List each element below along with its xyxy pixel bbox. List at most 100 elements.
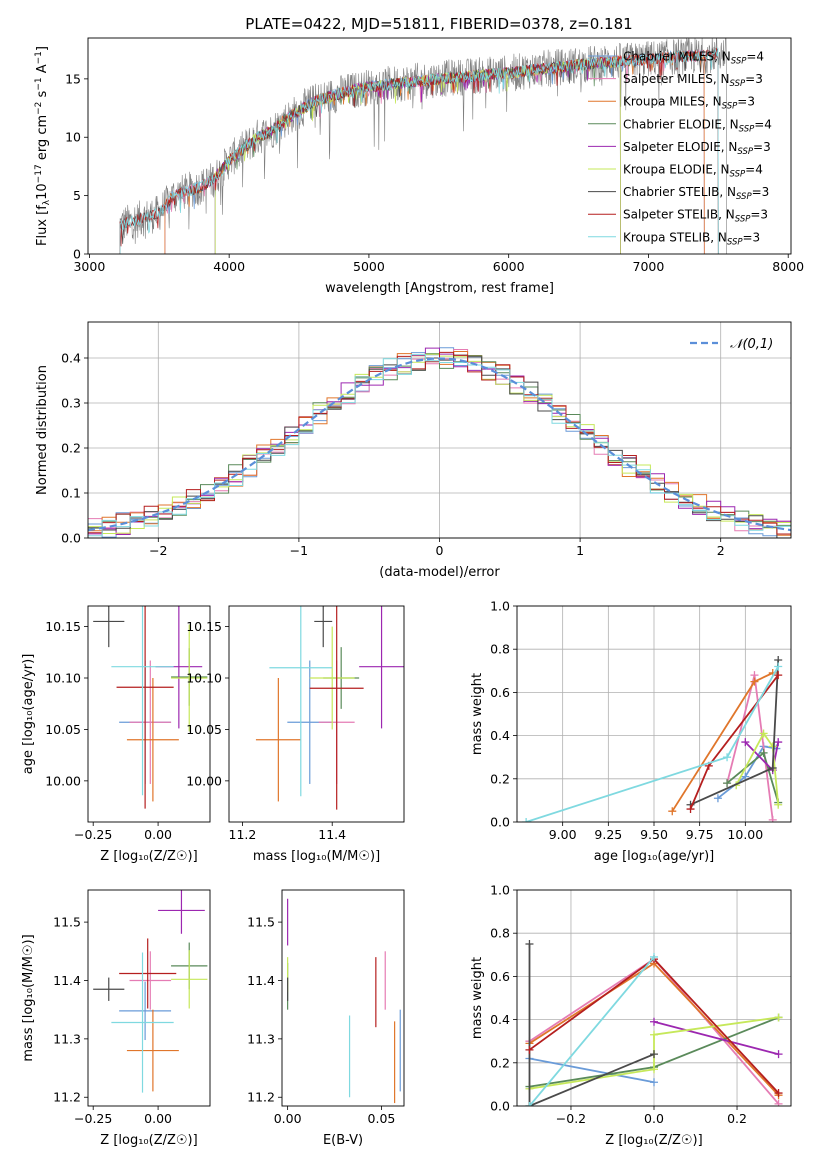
- panel-mass-vs-EBV: 0.00 0.05 11.2 11.3 11.4 11.5 E(B-V): [247, 889, 405, 1148]
- legend-entry: Kroupa STELIB, NSSP=3: [623, 230, 760, 247]
- y-tick-label: 0.8: [490, 926, 510, 941]
- panel-age-vs-Z: −0.25 0.00 10.00 10.05 10.10 10.15 Z [log₁₀(Z/…: [21, 605, 211, 864]
- x-tick-label: 4000: [213, 259, 245, 274]
- weight-marker: [686, 805, 695, 814]
- plot-area: [93, 890, 208, 1093]
- weight-marker: [774, 662, 783, 671]
- weight-marker: [774, 1089, 783, 1098]
- y-tick-label: 0.0: [490, 815, 510, 830]
- weight-marker: [768, 815, 777, 822]
- y-tick-label: 0.6: [490, 969, 510, 984]
- legend-entry: Kroupa MILES, NSSP=3: [623, 95, 755, 112]
- weight-marker: [650, 1017, 658, 1026]
- weight-line: [529, 1057, 655, 1084]
- y-axis-label: mass [log₁₀(M/M☉)]: [21, 934, 36, 1061]
- panel-spectrum: 3000 4000 5000 6000 7000 8000 0 5 10 15 wavelength…: [34, 37, 804, 296]
- legend: Chabrier MILES, NSSP=4 Salpeter MILES, NS…: [588, 50, 772, 247]
- weight-marker: [774, 1013, 783, 1022]
- axes: 9.00 9.25 9.50 9.75 10.00 0.0 0.2 0.4 0.6 0.8 1.0 a…: [470, 599, 792, 864]
- axes: −0.25 0.00 11.2 11.3 11.4 11.5 Z [log₁₀(Z/Z☉)]…: [21, 889, 211, 1148]
- x-tick-label: −0.25: [74, 1111, 112, 1126]
- errorbar-point: [158, 890, 205, 934]
- weight-marker: [525, 1045, 534, 1054]
- panel-weight-vs-Z: −0.2 0.0 0.2 0.0 0.2 0.4 0.6 0.8 1.0 Z [log₁₀(Z/Z…: [470, 883, 792, 1148]
- weight-marker: [668, 807, 677, 816]
- errorbar-point: [359, 606, 404, 729]
- data-spectrum: [119, 38, 727, 254]
- y-tick-label: 11.2: [247, 1090, 275, 1105]
- x-axis-label: mass [log₁₀(M/M☉)]: [253, 849, 380, 864]
- y-tick-label: 1.0: [490, 883, 510, 898]
- axes: −2 −1 0 1 2 0.0 0.1 0.2 0.3 0.4 (data-model)/error…: [35, 321, 792, 580]
- y-tick-label: 10.00: [45, 773, 81, 788]
- x-tick-label: 0: [436, 543, 444, 558]
- y-tick-label: 11.5: [247, 915, 275, 930]
- x-axis-label: wavelength [Angstrom, rest frame]: [325, 281, 554, 296]
- y-tick-label: 10.10: [186, 671, 222, 686]
- weight-marker: [650, 952, 658, 961]
- x-axis-label: E(B-V): [323, 1133, 363, 1148]
- panel-residuals: −2 −1 0 1 2 0.0 0.1 0.2 0.3 0.4 (data-model)/error…: [35, 321, 792, 580]
- errorbar-point: [111, 952, 174, 1093]
- errorbar-point: [126, 678, 179, 802]
- weight-marker: [650, 1030, 658, 1039]
- y-tick-label: 10: [65, 130, 81, 145]
- y-tick-label: 0.2: [490, 771, 510, 786]
- errorbar-point: [129, 951, 172, 1010]
- weight-line: [735, 731, 780, 805]
- x-axis-label: (data-model)/error: [379, 565, 500, 580]
- panel-age-vs-mass: 11.2 11.4 10.00 10.05 10.10 10.15 mass [log₁₀(…: [186, 605, 405, 864]
- errorbar-point: [129, 660, 172, 784]
- normal-curve: [88, 357, 791, 532]
- plot-area: [287, 898, 401, 1104]
- weight-marker: [525, 940, 534, 948]
- y-axis-label: Flux [fλ10−17 erg cm−2 s−1 A−1]: [34, 46, 52, 246]
- weight-line: [653, 1020, 779, 1056]
- y-tick-label: 11.4: [53, 973, 81, 988]
- y-tick-label: 11.3: [53, 1031, 81, 1046]
- weight-marker: [522, 818, 531, 822]
- legend: 𝒩(0,1): [690, 337, 773, 352]
- y-tick-label: 0.6: [490, 685, 510, 700]
- errorbar-point: [126, 1009, 179, 1092]
- y-tick-label: 11.5: [53, 915, 81, 930]
- weight-marker: [723, 753, 732, 762]
- x-tick-label: 0.00: [274, 1111, 302, 1126]
- weight-line: [528, 944, 655, 1106]
- legend-entry: Salpeter ELODIE, NSSP=3: [623, 140, 771, 157]
- subplots: 3000 4000 5000 6000 7000 8000051015wavelength…: [21, 37, 804, 1148]
- x-tick-label: 6000: [493, 259, 525, 274]
- plot-area: [88, 347, 791, 538]
- x-tick-label: 10.00: [727, 827, 763, 842]
- legend-entry: Chabrier MILES, NSSP=4: [623, 50, 764, 67]
- y-axis-label: Normed distribution: [35, 365, 50, 495]
- x-tick-label: −1: [290, 543, 308, 558]
- weight-marker: [650, 1078, 658, 1087]
- weight-marker: [774, 800, 783, 809]
- errorbar-point: [111, 606, 174, 796]
- axes-frame: [516, 605, 792, 823]
- axes: 3000 4000 5000 6000 7000 8000 0 5 10 15 wavelength…: [65, 37, 804, 296]
- legend-entry: Chabrier STELIB, NSSP=3: [623, 185, 769, 202]
- y-tick-label: 11.3: [247, 1031, 275, 1046]
- y-tick-label: 0.0: [61, 531, 81, 546]
- axes-frame: [87, 605, 211, 823]
- y-tick-label: 0: [73, 247, 81, 262]
- weight-marker: [768, 764, 777, 772]
- weight-marker: [774, 738, 783, 747]
- x-tick-label: 11.2: [229, 827, 257, 842]
- x-tick-label: 7000: [633, 259, 665, 274]
- weight-marker: [713, 794, 722, 803]
- x-tick-label: 3000: [73, 259, 105, 274]
- y-tick-label: 10.15: [45, 619, 81, 634]
- x-tick-label: 9.00: [549, 827, 577, 842]
- y-axis-label: age [log₁₀(age/yr)]: [21, 654, 36, 775]
- errorbar-point: [119, 938, 177, 1009]
- errorbar-point: [171, 950, 208, 1009]
- x-tick-label: 0.0: [644, 1111, 664, 1126]
- weight-marker: [774, 671, 783, 680]
- x-tick-label: 2: [717, 543, 725, 558]
- errorbar-point: [255, 678, 301, 802]
- y-tick-label: 10.10: [45, 671, 81, 686]
